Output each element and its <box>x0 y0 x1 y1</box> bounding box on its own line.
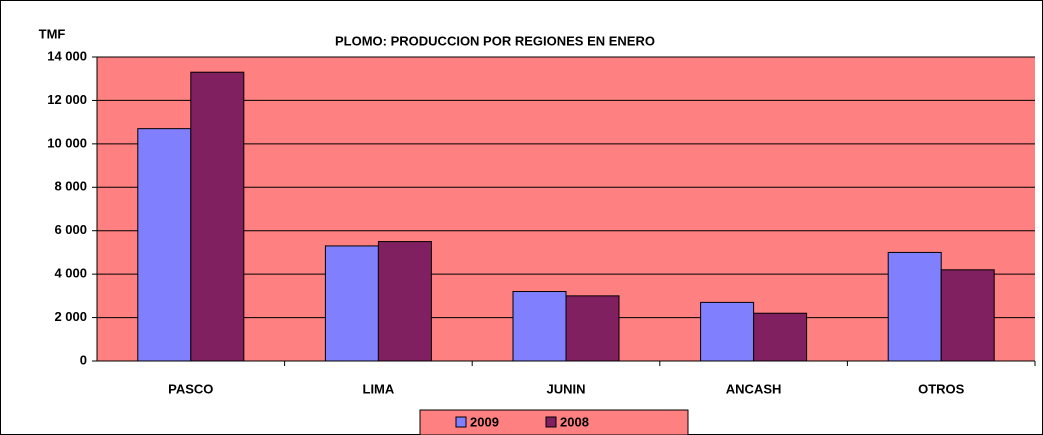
bar <box>324 245 379 362</box>
y-tick-label: 12 000 <box>47 92 87 107</box>
y-tick-label: 0 <box>80 352 87 367</box>
legend-label: 2008 <box>560 414 589 429</box>
bar <box>377 241 432 362</box>
y-tick-label: 10 000 <box>47 135 87 150</box>
bar <box>190 71 245 362</box>
chart-title: PLOMO: PRODUCCION POR REGIONES EN ENERO <box>335 33 655 48</box>
bar <box>137 128 192 362</box>
x-tick-label: JUNIN <box>546 381 585 396</box>
y-tick-label: 14 000 <box>47 48 87 63</box>
legend-label: 2009 <box>470 414 499 429</box>
x-tick-label: PASCO <box>168 381 213 396</box>
bar <box>700 301 755 362</box>
y-axis-label: TMF <box>39 26 66 41</box>
x-tick-label: LIMA <box>363 381 395 396</box>
x-tick-label: OTROS <box>918 381 965 396</box>
bar <box>940 269 995 362</box>
x-tick-label: ANCASH <box>726 381 782 396</box>
legend-swatch <box>545 416 557 428</box>
bar <box>565 295 620 362</box>
y-tick-label: 8 000 <box>54 179 87 194</box>
bar <box>753 312 808 362</box>
y-tick-label: 4 000 <box>54 266 87 281</box>
legend-swatch <box>455 416 467 428</box>
y-tick-label: 2 000 <box>54 309 87 324</box>
bar <box>887 251 942 362</box>
bar <box>512 291 567 362</box>
y-tick-label: 6 000 <box>54 222 87 237</box>
